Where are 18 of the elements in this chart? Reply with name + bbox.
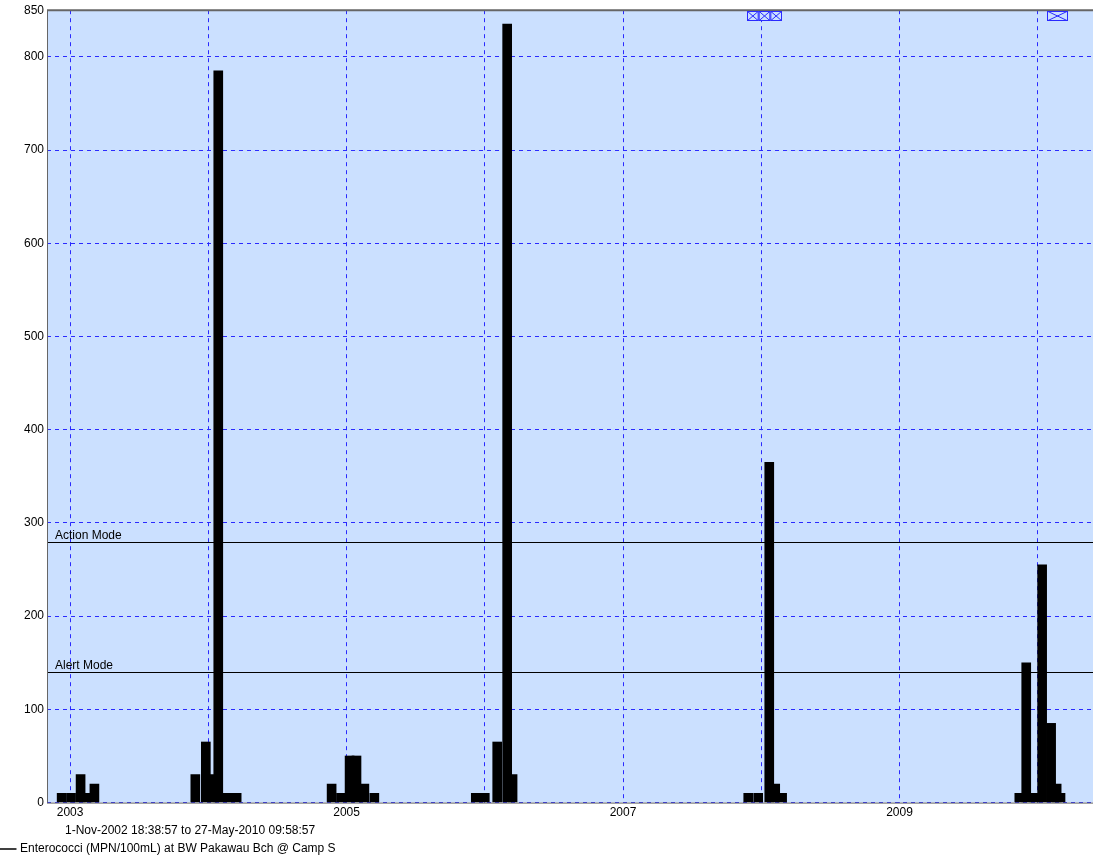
y-tick-label: 300 <box>23 515 45 530</box>
y-tick-label: 600 <box>23 235 45 250</box>
y-tick-label: 500 <box>23 328 45 343</box>
y-tick-label: 400 <box>23 422 45 437</box>
ref-line-label: Alert Mode <box>55 657 114 672</box>
y-tick-label: 0 <box>37 794 45 809</box>
y-tick-label: 200 <box>23 608 45 623</box>
x-tick-label: 2009 <box>886 805 914 820</box>
legend-label: Enterococci (MPN/100mL) at BW Pakawau Bch @ Camp S <box>20 841 336 856</box>
y-tick-label: 850 <box>23 2 45 17</box>
y-tick-label: 100 <box>23 701 45 716</box>
x-tick-label: 2003 <box>56 805 84 820</box>
y-tick-label: 700 <box>23 142 45 157</box>
y-tick-label: 800 <box>23 49 45 64</box>
x-tick-label: 2005 <box>333 805 361 820</box>
text: 1-Nov-2002 18:38:57 to 27-May-2010 09:58:57 <box>65 822 316 837</box>
x-tick-label: 2007 <box>609 805 637 820</box>
ref-line-label: Action Mode <box>55 527 123 542</box>
